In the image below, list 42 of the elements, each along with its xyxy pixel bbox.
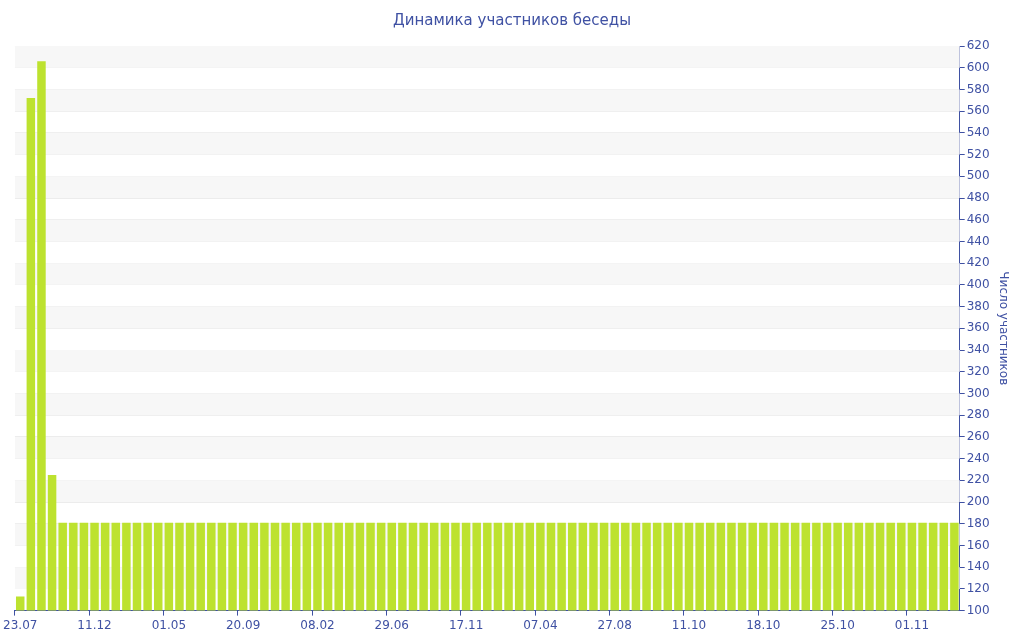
y-tick-label: 400 <box>966 276 990 291</box>
x-tick-label: 08.02 <box>300 617 335 632</box>
x-tick-label: 18.10 <box>746 617 781 632</box>
y-tick-label: 140 <box>966 559 990 574</box>
y-tick-label: 280 <box>966 407 990 422</box>
x-tick-label: 25.10 <box>820 617 855 632</box>
y-tick-label: 520 <box>966 146 990 161</box>
y-tick-label: 560 <box>966 103 990 118</box>
y-tick-label: 220 <box>966 472 990 487</box>
x-tick-label: 11.10 <box>671 617 707 632</box>
x-tick-label: 17.11 <box>448 617 484 632</box>
y-tick-label: 260 <box>966 429 990 443</box>
y-tick-label: 160 <box>966 537 990 552</box>
x-tick-label: 20.09 <box>225 617 261 632</box>
y-tick-label: 360 <box>966 320 990 335</box>
x-tick-label: 11.12 <box>77 617 112 632</box>
y-tick-label: 460 <box>966 211 990 226</box>
x-tick-label: 23.07 <box>3 617 38 632</box>
y-tick-label: 100 <box>966 602 990 617</box>
y-tick-label: 300 <box>966 385 990 400</box>
y-axis-title: Число участников <box>996 271 1011 386</box>
y-tick-label: 480 <box>966 190 990 205</box>
y-tick-label: 340 <box>966 342 990 357</box>
y-tick-label: 380 <box>966 298 990 313</box>
x-tick-label: 01.05 <box>151 617 187 632</box>
x-tick-label: 01.11 <box>894 617 930 632</box>
y-tick-label: 180 <box>966 515 990 530</box>
y-tick-label: 320 <box>966 363 990 378</box>
y-tick-label: 500 <box>966 168 990 183</box>
y-tick-label: 580 <box>966 81 990 96</box>
x-tick-label: 07.04 <box>523 617 558 632</box>
y-tick-label: 620 <box>966 38 990 53</box>
y-tick-label: 240 <box>966 450 990 465</box>
y-tick-label: 420 <box>966 255 990 270</box>
y-tick-label: 200 <box>966 494 990 509</box>
y-tick-label: 540 <box>966 124 990 139</box>
y-tick-label: 120 <box>966 581 990 596</box>
x-tick-label: 29.06 <box>374 617 409 632</box>
y-tick-label: 440 <box>966 233 990 248</box>
x-tick-label: 27.08 <box>597 617 632 632</box>
y-tick-label: 600 <box>966 59 990 74</box>
chart-title: Динамика участников беседы <box>392 10 632 29</box>
